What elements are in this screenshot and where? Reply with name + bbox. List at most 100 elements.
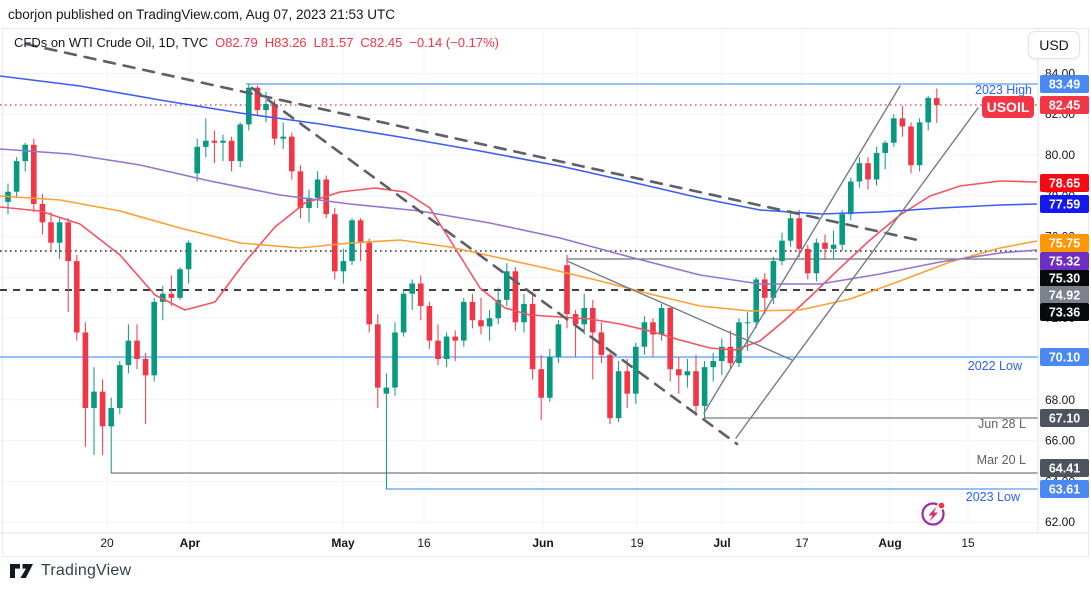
tradingview-logo[interactable]: TradingView (10, 562, 131, 580)
candle (39, 193, 46, 235)
candle-body (787, 218, 794, 241)
levels-layer (0, 83, 1038, 490)
candle (607, 352, 613, 425)
labels-layer: 2023 High 2022 Low Jun 28 L Mar 20 L 2023 Lo… (966, 83, 1032, 504)
price-badge-value: 83.49 (1049, 78, 1080, 92)
lightning-idea-icon[interactable] (921, 501, 946, 526)
candle-body (194, 146, 200, 174)
price-axis-label: 68.00 (1045, 393, 1075, 407)
candle (891, 114, 897, 147)
candle-body (478, 320, 484, 327)
candle-body (297, 171, 304, 209)
candle (452, 330, 458, 362)
candle-body (426, 305, 433, 341)
candle-body (314, 179, 321, 198)
candle-body (280, 136, 286, 139)
candle (418, 275, 424, 321)
grid-layer (0, 28, 1038, 533)
candle (899, 106, 906, 137)
candle-body (693, 371, 699, 406)
candle (822, 234, 828, 260)
price-badge: 64.41 (1040, 459, 1089, 477)
time-axis-label: May (331, 536, 355, 550)
price-change: −0.14 (−0.17%) (409, 35, 499, 50)
candle (203, 118, 209, 158)
candle (117, 361, 123, 415)
candle (22, 142, 28, 172)
ma-mid-orange-line (0, 195, 1038, 312)
candle (194, 138, 200, 182)
candle-body (39, 203, 46, 223)
candle-body (512, 271, 519, 323)
candle-body (882, 142, 888, 153)
candle (461, 297, 467, 347)
candle-body (177, 269, 183, 298)
candle (856, 157, 863, 188)
candle (48, 212, 54, 251)
candle (99, 379, 106, 455)
time-axis-label: Aug (878, 536, 901, 550)
ascending-channel-lower (735, 107, 979, 439)
candle-body (108, 407, 114, 427)
candle-body (848, 181, 854, 215)
candle (762, 273, 768, 315)
candle-body (873, 152, 880, 180)
candle-body (667, 308, 673, 370)
price-badge: 67.10 (1040, 409, 1089, 427)
candle-body (744, 322, 751, 324)
price-badge: 77.59 (1040, 195, 1089, 213)
time-axis-label: 16 (417, 536, 431, 550)
attribution-text: cborjon published on TradingView.com, Au… (8, 7, 396, 22)
price-badge-bg (1040, 303, 1089, 321)
candle (185, 240, 192, 284)
candle (908, 122, 914, 174)
candle-body (607, 354, 613, 419)
candle-body (865, 163, 871, 180)
trendlines-layer (24, 42, 979, 446)
candle-body (658, 308, 665, 335)
candle-body (727, 346, 734, 364)
candle-body (452, 336, 458, 341)
candle-body (555, 324, 562, 357)
candle-body (357, 220, 364, 243)
price-badge-bg (1040, 348, 1089, 366)
candle-body (203, 140, 209, 147)
candle-body (615, 371, 622, 419)
candle (151, 297, 157, 382)
ohlc-high: H83.26 (264, 35, 307, 50)
candle (82, 322, 89, 447)
candle-body (633, 346, 639, 394)
candle (633, 342, 639, 404)
candle (237, 122, 243, 168)
candle (91, 367, 97, 455)
candle-body (736, 322, 742, 364)
candle-body (418, 283, 424, 306)
candle (779, 232, 785, 266)
price-badges-layer: 83.49 82.45 75.30 74.92 73.36 70.10 67.10 64.41… (982, 75, 1089, 498)
symbol-badge-bg (982, 96, 1034, 118)
candle (830, 230, 837, 260)
candle-body (117, 365, 123, 408)
ma-fast-red-line (0, 180, 1038, 351)
candle-body (443, 336, 450, 359)
candle-body (469, 301, 476, 321)
candle (177, 267, 183, 300)
price-badge-bg (1040, 75, 1089, 93)
candle-body (916, 122, 923, 166)
candle-body (211, 140, 218, 143)
candle-body (830, 244, 837, 249)
candle-body (796, 218, 802, 249)
currency-toggle-button[interactable]: USD (1028, 31, 1080, 59)
candle-body (856, 163, 863, 182)
candle-body (435, 340, 441, 359)
candle (392, 322, 398, 396)
candle (280, 122, 286, 149)
candle (271, 99, 278, 145)
candle-body (710, 361, 716, 368)
candle-body (676, 369, 682, 376)
price-badge: 70.10 (1040, 348, 1089, 366)
candle (443, 332, 450, 368)
candle (805, 244, 811, 280)
price-badge-value: 64.41 (1049, 462, 1080, 476)
